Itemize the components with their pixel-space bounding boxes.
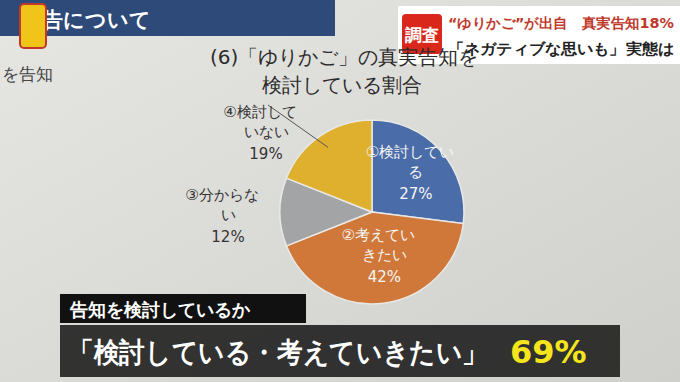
answer-box [60,325,620,377]
caption-question: 告知を検討しているか [69,299,251,320]
title-line: 検討している割合 [262,73,422,97]
pie-slice [286,120,372,212]
banner-line2: 「ネガティブな思いも」実態は [448,40,674,58]
category-label: ③分からない [185,186,258,224]
caption-answer: 「検討している・考えていきたい」 [68,336,488,369]
logo [20,4,46,48]
category-label: ②考えていきたい [342,226,415,264]
banner-tag: 調査 [405,25,439,45]
data-label: 27% [399,185,432,203]
question-box [60,294,306,323]
header-section: 告について [41,8,151,32]
pie-labels: ①検討している 27% ②考えていきたい 42% ③分からない 12% ④検討していない 19… [185,103,454,286]
background [0,0,680,382]
title-line: (6)「ゆりかご」の真実告知を [210,45,478,69]
label-line: ①検討してい [366,143,454,161]
label-line: ③分からな [185,186,258,204]
header-band [0,0,335,36]
data-label: 12% [211,228,244,246]
pie-slice [372,120,464,224]
pie [280,120,464,304]
label-line: ④検討して [223,103,296,121]
banner-line1: “ゆりかご”が出自 真実告知18% [448,15,674,31]
category-label: ④検討していない [223,103,296,141]
data-label: 42% [368,268,401,286]
caption-answer-value: 69% [510,333,587,371]
stage: 告についてを告知 調査 “ゆりかご”が出自 真実告知18% 「ネガティブな思いも」実態… [0,0,680,382]
label-line: いない [244,123,289,141]
side-text: を告知 [2,64,53,84]
data-label: 19% [249,145,282,163]
chart-title: (6)「ゆりかご」の真実告知を検討している割合 [210,45,478,97]
category-label: ①検討している [366,143,454,181]
label-line: ②考えてい [342,226,415,244]
label-line: る [408,163,423,181]
label-line: きたい [362,246,407,264]
label-line: い [221,206,236,224]
